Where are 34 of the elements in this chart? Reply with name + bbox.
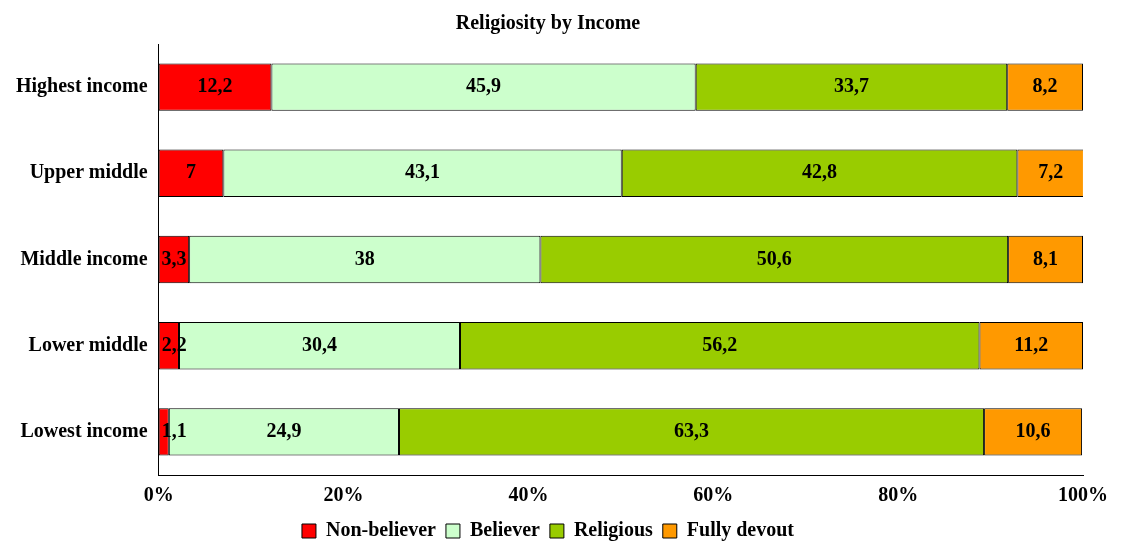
data-label: 38 [354,246,375,269]
data-label: 43,1 [405,160,441,183]
data-label: 45,9 [466,74,502,97]
data-label: 8,1 [1033,246,1059,269]
chart-title: Religiosity by Income [455,11,641,35]
y-tick-label: Lower middle [28,332,148,355]
data-label: 33,7 [833,74,869,97]
data-label: 10,6 [1015,419,1051,442]
data-label: 50,6 [756,246,792,269]
data-label: 30,4 [301,332,337,355]
x-tick-label: 80% [878,483,919,506]
data-label: 24,9 [266,419,302,442]
data-label: 42,8 [802,160,838,183]
y-tick-label: Highest income [15,74,148,98]
x-tick-label: 40% [508,483,549,506]
y-tick-label: Middle income [20,246,148,269]
data-label: 7 [186,160,196,183]
data-label: 12,2 [197,74,233,97]
legend-label: Believer [469,518,541,541]
legend-label: Fully devout [686,518,795,542]
data-label: 7,2 [1038,160,1064,183]
x-tick-label: 20% [323,483,364,506]
data-label: 56,2 [702,332,738,355]
data-label: 8,2 [1032,74,1058,97]
data-label: 63,3 [674,419,710,442]
legend-label: Non-believer [325,518,437,541]
x-tick-label: 60% [693,483,734,506]
x-tick-label: 100% [1058,483,1108,506]
data-label: 3,3 [161,246,187,269]
data-label: 11,2 [1014,332,1049,355]
x-tick-label: 0% [143,483,174,506]
legend-label: Religious [573,518,654,542]
y-tick-label: Lowest income [20,419,148,442]
y-tick-label: Upper middle [29,160,148,184]
